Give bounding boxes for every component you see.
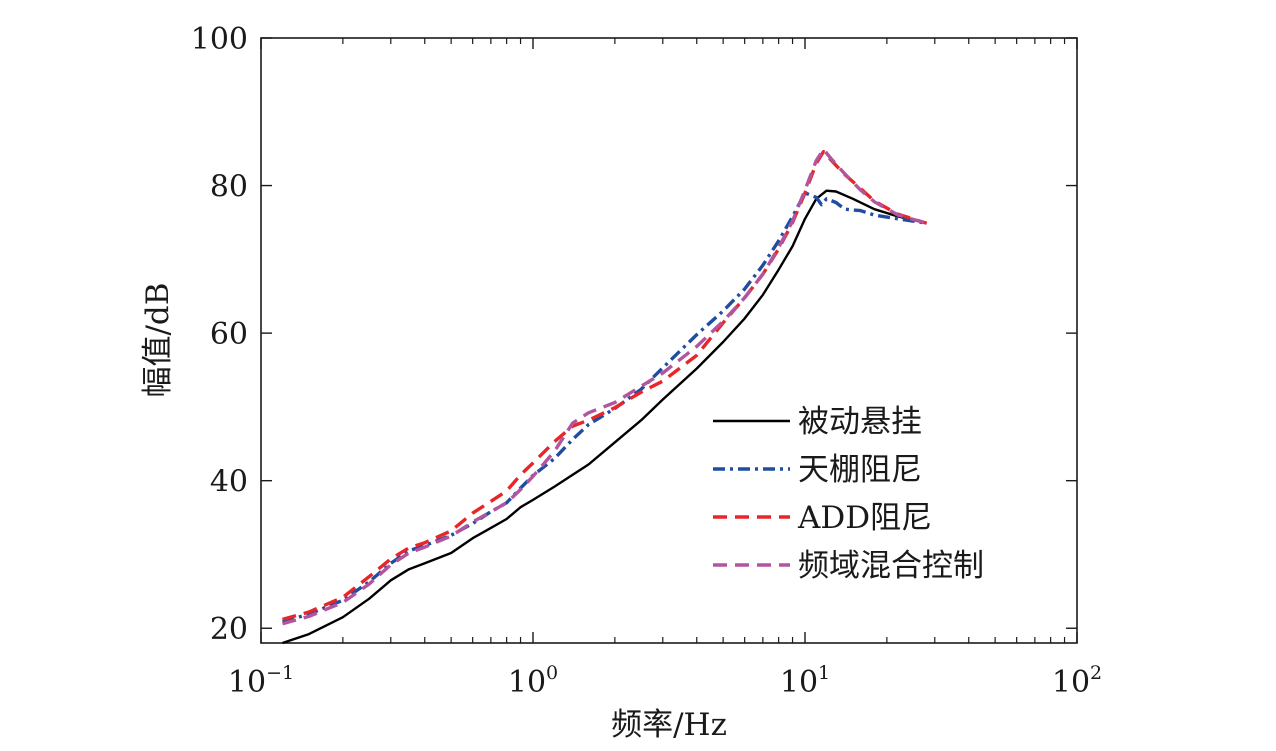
x-tick-base: 10 <box>1052 665 1090 700</box>
y-tick-label: 40 <box>210 465 248 500</box>
x-tick-base: 10 <box>780 665 818 700</box>
x-tick-base: 10 <box>228 665 266 700</box>
y-tick-label: 80 <box>210 170 248 205</box>
legend-label: 频域混合控制 <box>798 548 984 584</box>
series-layer <box>282 147 928 645</box>
x-axis-title: 频率/Hz <box>611 707 727 743</box>
x-tick-label: 102 <box>1052 662 1102 700</box>
legend-label: 被动悬挂 <box>798 404 922 440</box>
y-axis-title: 幅值/dB <box>140 282 176 397</box>
x-tick-label: 100 <box>508 662 558 700</box>
x-tick-exponent: 1 <box>818 662 830 684</box>
y-tick-label: 60 <box>210 317 248 352</box>
legend-label: ADD阻尼 <box>797 500 932 536</box>
series-line <box>282 189 927 645</box>
series-line <box>282 149 928 622</box>
legend-label: 天棚阻尼 <box>798 452 922 488</box>
x-tick-label: 10−1 <box>228 662 294 700</box>
x-tick-exponent: −1 <box>266 662 294 684</box>
tick-marks <box>260 37 1078 643</box>
x-tick-exponent: 2 <box>1090 662 1102 684</box>
y-tick-label: 20 <box>210 612 248 647</box>
plot-frame <box>260 37 1078 644</box>
x-tick-base: 10 <box>508 665 546 700</box>
x-tick-label: 101 <box>780 662 830 700</box>
x-tick-exponent: 0 <box>546 662 558 684</box>
series-line <box>282 147 928 626</box>
y-tick-label: 100 <box>191 22 248 57</box>
